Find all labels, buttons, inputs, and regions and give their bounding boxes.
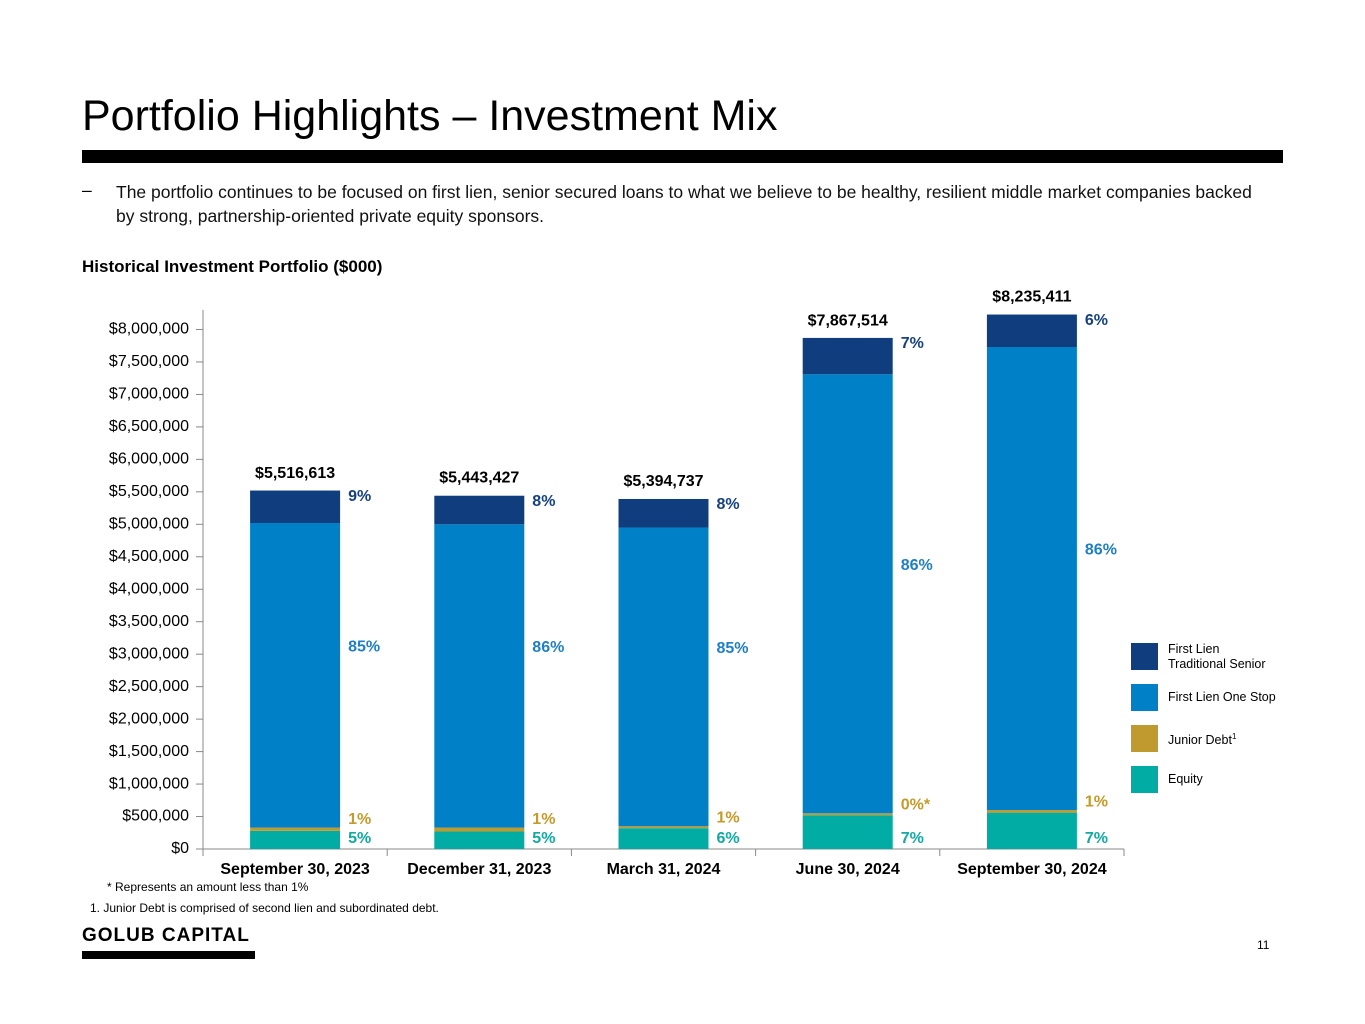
- bar-segment: [802, 815, 893, 849]
- percent-label: 6%: [717, 830, 740, 847]
- x-tick-label: June 30, 2024: [796, 861, 900, 878]
- percent-label: 85%: [348, 639, 380, 656]
- percent-label: 7%: [901, 335, 924, 352]
- percent-label: 8%: [532, 493, 555, 510]
- legend-swatch: [1131, 684, 1158, 711]
- y-tick-label: $3,000,000: [109, 645, 189, 662]
- y-tick-label: $8,000,000: [109, 321, 189, 338]
- total-label: $5,516,613: [255, 465, 335, 482]
- percent-label: 6%: [1085, 312, 1108, 329]
- y-tick-label: $2,000,000: [109, 710, 189, 727]
- percent-label: 1%: [532, 811, 555, 828]
- y-tick-label: $6,000,000: [109, 451, 189, 468]
- legend-item: Equity: [1131, 759, 1281, 800]
- logo-bar: [82, 951, 255, 959]
- percent-label: 1%: [1085, 793, 1108, 810]
- title-rule: [82, 150, 1283, 163]
- x-tick-label: March 31, 2024: [607, 861, 721, 878]
- bullet-text: The portfolio continues to be focused on…: [116, 182, 1252, 226]
- bar-segment: [250, 490, 341, 524]
- percent-label: 0%*: [901, 797, 931, 814]
- percent-label: 7%: [901, 830, 924, 847]
- bar-segment: [250, 523, 341, 828]
- bar-segment: [802, 337, 893, 375]
- total-label: $8,235,411: [992, 288, 1071, 305]
- bar-segment: [250, 827, 341, 831]
- percent-label: 7%: [1085, 830, 1108, 847]
- percent-label: 8%: [717, 496, 740, 513]
- bar-segment: [986, 810, 1077, 813]
- legend-text: First Lien One Stop: [1168, 690, 1276, 704]
- legend-item: First Lien Traditional Senior: [1131, 636, 1281, 677]
- percent-label: 86%: [1085, 542, 1117, 559]
- x-tick-label: September 30, 2024: [957, 861, 1107, 878]
- percent-label: 9%: [348, 488, 371, 505]
- bar-segment: [802, 813, 893, 816]
- y-tick-label: $7,500,000: [109, 353, 189, 370]
- bar-segment: [434, 831, 525, 849]
- bar-segment: [618, 498, 709, 528]
- footnote: 1. Junior Debt is comprised of second li…: [90, 901, 439, 915]
- legend-label: First Lien One Stop: [1168, 690, 1276, 705]
- y-tick-label: $5,500,000: [109, 483, 189, 500]
- bar-segment: [434, 827, 525, 832]
- y-tick-label: $5,000,000: [109, 516, 189, 533]
- legend-text: Junior Debt: [1168, 733, 1232, 748]
- bar-segment: [434, 524, 525, 828]
- percent-label: 1%: [348, 811, 371, 828]
- legend-swatch: [1131, 725, 1158, 752]
- legend-item: Junior Debt1: [1131, 718, 1281, 759]
- y-tick-label: $3,500,000: [109, 613, 189, 630]
- legend-label: Equity: [1168, 772, 1276, 787]
- bar-segment: [250, 830, 341, 849]
- legend-item: First Lien One Stop: [1131, 677, 1281, 718]
- footnote: * Represents an amount less than 1%: [107, 880, 309, 894]
- total-label: $7,867,514: [808, 312, 888, 329]
- legend-text: Equity: [1168, 772, 1203, 786]
- legend-label: First Lien Traditional Senior: [1168, 642, 1276, 672]
- bar-segment: [618, 828, 709, 849]
- percent-label: 85%: [717, 640, 749, 657]
- bar-segment: [986, 347, 1077, 811]
- legend-swatch: [1131, 643, 1158, 670]
- bullet-mark: –: [82, 180, 92, 200]
- bar-segment: [618, 527, 709, 827]
- x-tick-label: December 31, 2023: [407, 861, 551, 878]
- y-tick-label: $7,000,000: [109, 386, 189, 403]
- total-label: $5,394,737: [623, 473, 703, 490]
- y-tick-label: $500,000: [122, 808, 189, 825]
- footnote-ref: 1: [1231, 731, 1237, 741]
- y-tick-label: $4,500,000: [109, 548, 189, 565]
- legend-text: First Lien Traditional Senior: [1168, 641, 1266, 671]
- y-tick-label: $0: [171, 840, 189, 857]
- bar-segment: [986, 812, 1077, 849]
- y-tick-label: $4,000,000: [109, 580, 189, 597]
- bar-segment: [434, 495, 525, 525]
- bar-segment: [802, 374, 893, 814]
- legend-label: Junior Debt1: [1168, 729, 1276, 748]
- percent-label: 5%: [532, 830, 555, 847]
- y-tick-label: $1,000,000: [109, 775, 189, 792]
- total-label: $5,443,427: [439, 470, 519, 487]
- slide-title: Portfolio Highlights – Investment Mix: [82, 92, 778, 140]
- legend: First Lien Traditional Senior First Lien …: [1131, 636, 1281, 800]
- y-tick-label: $1,500,000: [109, 743, 189, 760]
- logo: GOLUB CAPITAL: [82, 925, 250, 946]
- legend-swatch: [1131, 766, 1158, 793]
- percent-label: 1%: [717, 809, 740, 826]
- x-tick-label: September 30, 2023: [220, 861, 370, 878]
- bar-segment: [986, 314, 1077, 348]
- page-number: 11: [1257, 938, 1270, 952]
- chart-title: Historical Investment Portfolio ($000): [82, 257, 383, 276]
- y-tick-label: $2,500,000: [109, 678, 189, 695]
- chart: $0 $500,000 $1,000,000 $1,500,000 $2,000,000…: [109, 288, 1125, 878]
- bar-segment: [618, 826, 709, 829]
- percent-label: 86%: [901, 557, 933, 574]
- percent-label: 5%: [348, 830, 371, 847]
- percent-label: 86%: [532, 639, 564, 656]
- y-tick-label: $6,500,000: [109, 418, 189, 435]
